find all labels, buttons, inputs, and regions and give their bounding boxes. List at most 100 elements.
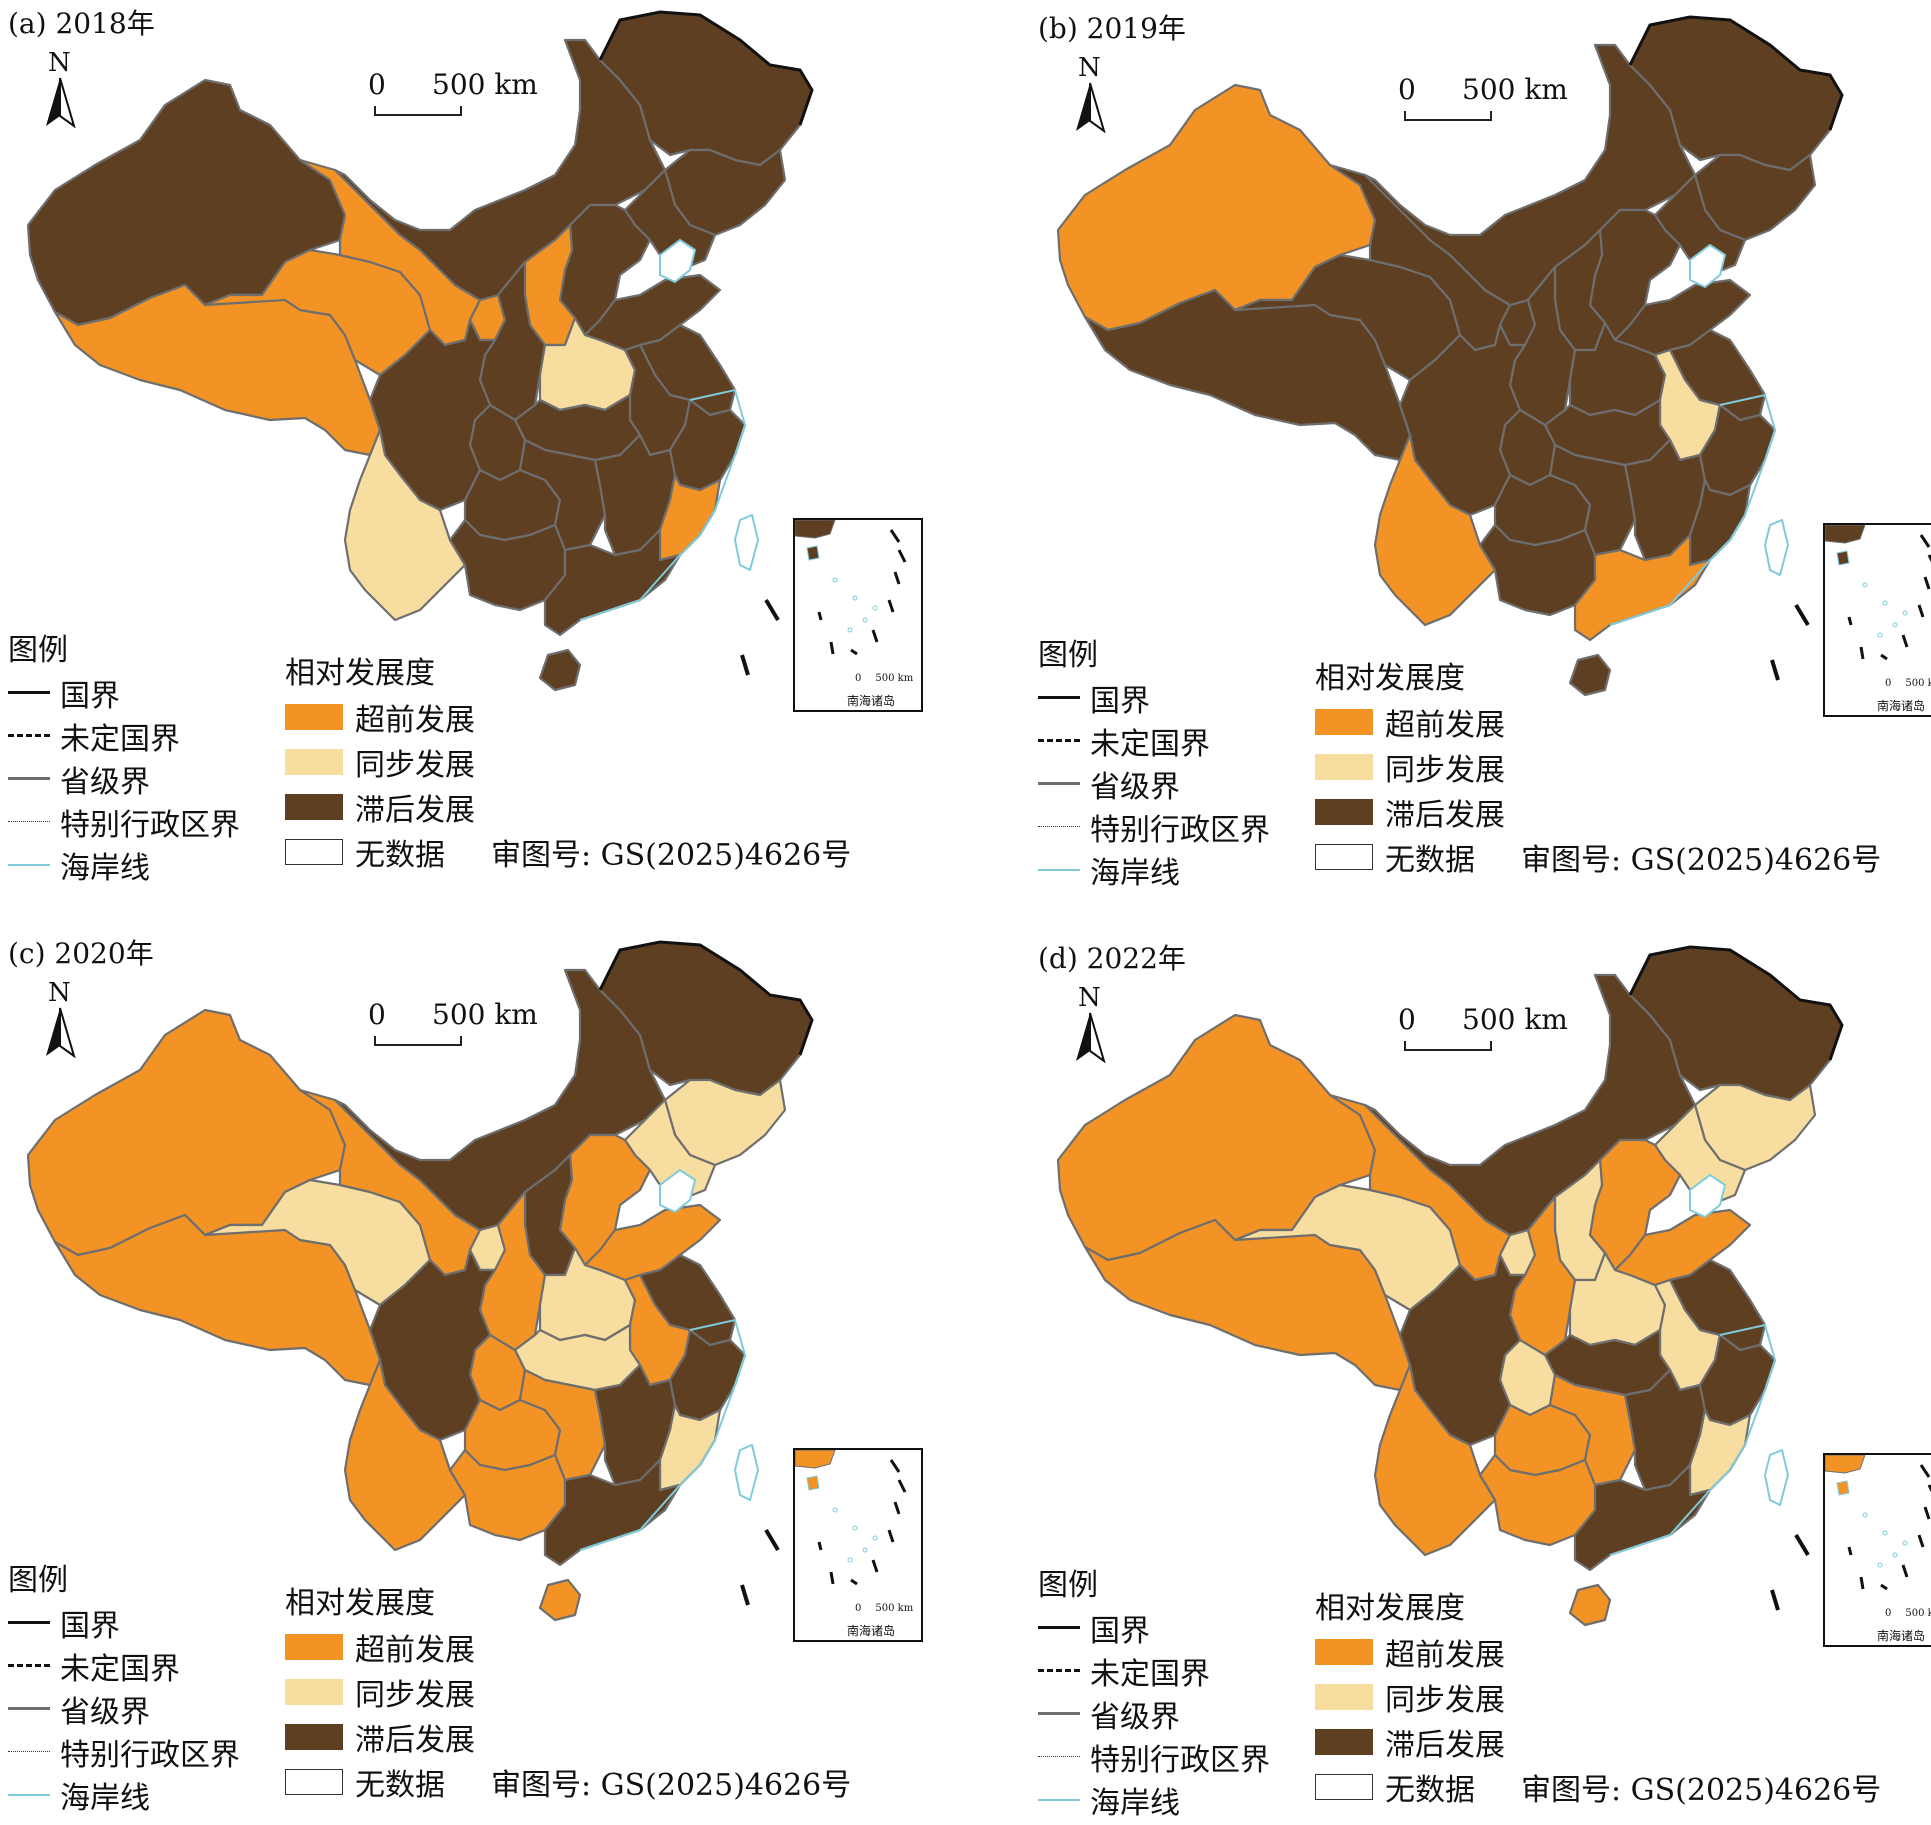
coastline <box>1609 393 1777 626</box>
south-china-sea-inset: 0 500 km 南海诸岛 <box>1823 523 1931 717</box>
inset-scale-zero: 0 <box>855 1603 862 1614</box>
legend-row: 海岸线 <box>1038 1778 1338 1821</box>
inset-dash-0 <box>889 1459 901 1473</box>
inset-island-1 <box>852 595 858 601</box>
legend-row: 省级界 <box>1038 1692 1338 1735</box>
swatch-lagging <box>1315 798 1373 825</box>
legend-row: 未定国界 <box>8 714 308 757</box>
scale-line <box>374 1036 462 1046</box>
relative-legend-label: 超前发展 <box>1385 1637 1505 1673</box>
bohai-sea <box>659 1168 697 1214</box>
inset-dash-0 <box>889 529 901 543</box>
province-taiwan <box>1764 519 1789 576</box>
undetermined-border-1 <box>1794 603 1810 627</box>
legend-line-coast <box>1038 1798 1080 1801</box>
scale-zero: 0 <box>368 68 386 101</box>
legend-label: 未定国界 <box>60 1651 180 1687</box>
province-shandong <box>583 1203 722 1282</box>
inset-island-4 <box>872 605 878 611</box>
undetermined-border-1 <box>764 598 780 622</box>
legend-line-dotted-thin <box>8 1751 50 1752</box>
legend: 图例 国界 未定国界 省级界 特别行政区界 海岸线 <box>1038 1560 1338 1821</box>
province-taiwan <box>1764 1449 1789 1506</box>
scale-line <box>1404 1041 1492 1051</box>
inset-dash-5 <box>1880 653 1888 661</box>
inset-dash-3 <box>887 599 895 613</box>
inset-dash-1 <box>1927 1484 1931 1493</box>
relative-legend-row: 超前发展 <box>1315 699 1895 744</box>
scale-label: 500 km <box>1462 73 1568 106</box>
relative-legend-row: 滞后发展 <box>285 784 865 829</box>
legend-row: 海岸线 <box>8 843 308 886</box>
north-label: N <box>48 48 71 78</box>
legend-row: 特别行政区界 <box>8 1730 308 1773</box>
legend-label: 海岸线 <box>1090 1785 1180 1821</box>
province-tibet <box>1083 1218 1412 1392</box>
swatch-lagging <box>285 1723 343 1750</box>
relative-legend-row: 无数据 审图号: GS(2025)4626号 <box>285 1759 865 1804</box>
relative-legend-title: 相对发展度 <box>285 1586 435 1621</box>
inset-hainan <box>806 545 820 561</box>
undetermined-border-2 <box>740 1584 750 1606</box>
inset-island-1 <box>852 1525 858 1531</box>
bohai-sea <box>1689 1173 1727 1219</box>
scale-line <box>1404 111 1492 121</box>
national-border <box>1628 945 1844 1061</box>
inset-dash-5 <box>1880 1583 1888 1591</box>
bohai-sea <box>1689 243 1727 289</box>
legend-row: 未定国界 <box>8 1644 308 1687</box>
province-yunnan <box>1373 1363 1497 1557</box>
inset-mainland <box>795 520 836 539</box>
legend-label: 特别行政区界 <box>60 1737 240 1773</box>
relative-legend-label: 同步发展 <box>1385 1682 1505 1718</box>
relative-legend-label: 无数据 <box>1385 842 1475 878</box>
swatch-advanced <box>285 703 343 730</box>
undetermined-border-2 <box>1770 1589 1780 1611</box>
inset-island-0 <box>832 1507 838 1513</box>
inset-label: 南海诸岛 <box>847 694 896 708</box>
undetermined-border-1 <box>1794 1533 1810 1557</box>
scale-bar: 0 500 km <box>368 998 538 1048</box>
inset-island-2 <box>1892 622 1898 628</box>
swatch-advanced <box>1315 1638 1373 1665</box>
map-approval-number: 审图号: GS(2025)4626号 <box>1521 842 1882 878</box>
swatch-synchronous <box>1315 1683 1373 1710</box>
legend-line-solid-gray <box>8 777 50 780</box>
inset-scale-label: 500 km <box>1905 678 1931 689</box>
relative-development-legend: 相对发展度 超前发展 同步发展 滞后发展 无数据 审图号: GS(2025)4626号 <box>285 1578 865 1804</box>
inset-dash-6 <box>829 1571 835 1585</box>
national-border <box>1628 15 1844 131</box>
legend-line-dotted-thin <box>1038 826 1080 827</box>
legend-label: 国界 <box>1090 683 1150 719</box>
legend-title: 图例 <box>1038 638 1098 673</box>
province-shandong <box>583 273 722 352</box>
legend-line-solid-thick <box>8 691 50 694</box>
legend-row: 特别行政区界 <box>8 800 308 843</box>
map-panel-2: (c) 2020年 N 0 500 km 0 500 km 南海诸岛 图例 国界未… <box>0 930 955 1820</box>
coastline <box>579 388 747 621</box>
legend-title: 图例 <box>1038 1568 1098 1603</box>
legend-line-solid-thick <box>1038 696 1080 699</box>
north-arrow-icon <box>1076 1012 1106 1064</box>
south-china-sea-inset: 0 500 km 南海诸岛 <box>793 1448 923 1642</box>
north-arrow: N <box>40 48 80 129</box>
relative-legend-label: 滞后发展 <box>1385 797 1505 833</box>
province-tibet <box>53 283 382 457</box>
north-label: N <box>1078 53 1101 83</box>
inset-dash-0 <box>1919 534 1931 548</box>
north-arrow-icon <box>1076 82 1106 134</box>
legend-row: 海岸线 <box>8 1773 308 1816</box>
legend-row: 国界 <box>1038 676 1338 719</box>
legend-line-dashed-thick <box>1038 1669 1080 1672</box>
legend-line-coast <box>1038 868 1080 871</box>
legend-line-dotted-thin <box>8 821 50 822</box>
legend-label: 省级界 <box>60 1694 150 1730</box>
legend-title: 图例 <box>8 633 68 668</box>
inset-dash-4 <box>1901 1564 1909 1578</box>
relative-legend-row: 滞后发展 <box>1315 1719 1895 1764</box>
relative-legend-label: 同步发展 <box>355 1677 475 1713</box>
inset-island-1 <box>1882 1530 1888 1536</box>
legend-label: 特别行政区界 <box>60 807 240 843</box>
inset-dash-2 <box>893 1501 901 1515</box>
inset-dash-6 <box>1859 1576 1865 1590</box>
